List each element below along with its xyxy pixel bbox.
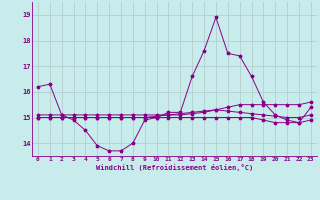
X-axis label: Windchill (Refroidissement éolien,°C): Windchill (Refroidissement éolien,°C) (96, 164, 253, 171)
